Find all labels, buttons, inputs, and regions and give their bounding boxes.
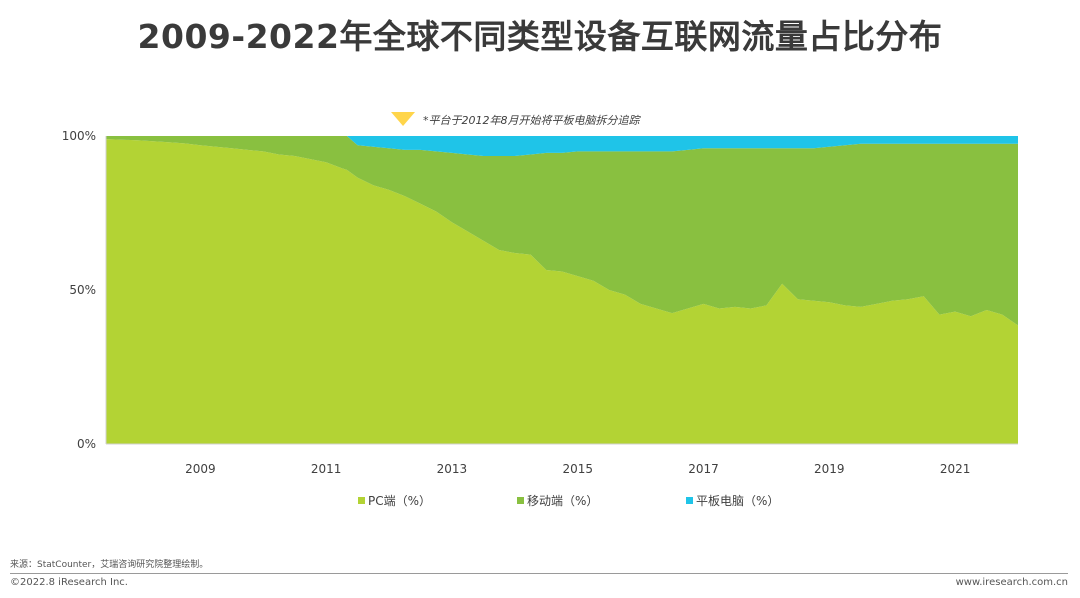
x-tick-label: 2021 (940, 462, 971, 476)
x-tick-label: 2019 (814, 462, 845, 476)
x-tick-label: 2017 (688, 462, 719, 476)
copyright-text: ©2022.8 iResearch Inc. (10, 577, 128, 588)
annotation-text: *平台于2012年8月开始将平板电脑拆分追踪 (423, 114, 641, 127)
axes-layer: 0% 50% 100% 2009 2011 2013 2015 2017 2019 2021 (62, 129, 1018, 476)
footer-divider (10, 573, 1068, 574)
page-title: 2009-2022年全球不同类型设备互联网流量占比分布 (137, 17, 943, 56)
y-tick-label: 100% (62, 129, 96, 143)
legend-layer: PC端（%） 移动端（%） 平板电脑（%） (358, 494, 779, 508)
area-series-0 (106, 139, 1018, 444)
legend-swatch (686, 497, 693, 504)
website-link[interactable]: www.iresearch.com.cn (955, 577, 1068, 588)
legend-label: 移动端（%） (527, 494, 598, 508)
area-layer (106, 136, 1018, 444)
legend-label: PC端（%） (368, 494, 431, 508)
x-tick-label: 2015 (562, 462, 593, 476)
legend-swatch (517, 497, 524, 504)
source-note: 来源：StatCounter，艾瑞咨询研究院整理绘制。 (10, 560, 209, 570)
area-series-2 (106, 136, 1018, 156)
x-tick-label: 2013 (437, 462, 468, 476)
x-tick-label: 2011 (311, 462, 342, 476)
legend-label: 平板电脑（%） (696, 494, 779, 508)
legend-swatch (358, 497, 365, 504)
annotation-marker (391, 112, 416, 126)
area-series-1 (106, 136, 1018, 326)
annotation-layer: *平台于2012年8月开始将平板电脑拆分追踪 (391, 112, 642, 127)
x-tick-label: 2009 (185, 462, 216, 476)
y-tick-label: 50% (69, 283, 96, 297)
traffic-share-chart: 0% 50% 100% 2009 2011 2013 2015 2017 2019 2021 *平… (62, 112, 1018, 508)
y-tick-label: 0% (77, 437, 96, 451)
